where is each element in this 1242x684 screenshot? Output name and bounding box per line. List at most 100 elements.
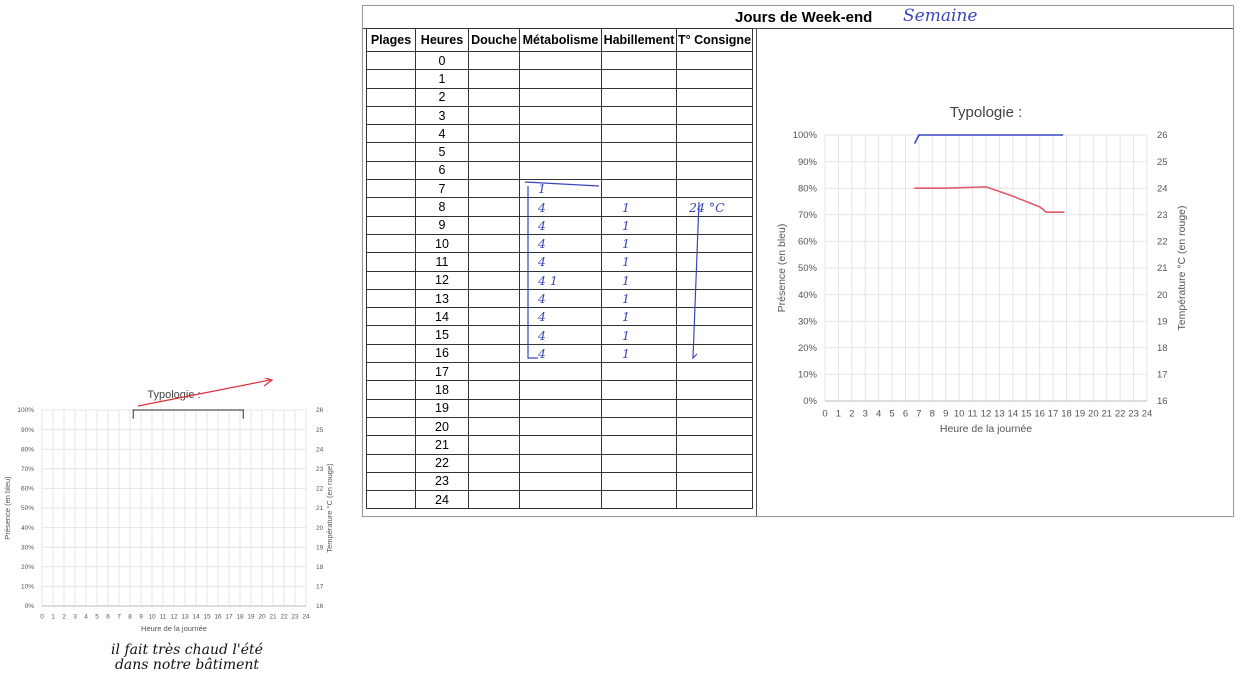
y2-tick-label: 22 [316,486,324,493]
series-point [1061,134,1064,136]
x-axis-title: Heure de la journée [141,624,207,633]
y2-tick-label: 21 [316,505,324,512]
y-tick-label: 10% [21,584,34,591]
table-row: 13 4 1 [366,288,753,309]
chart-title: Typologie : [950,104,1023,121]
typology-chart-main: Typologie :0 1 2 3 4 5 6 7 8 9 10 11 12 13 14 15 16 17 18 1… [763,91,1203,466]
table-row: 10 4 1 [366,233,753,254]
y2-tick-label: 20 [1157,290,1168,301]
cell-consigne: 24 °C [676,197,753,217]
x-tick-label: 11 [968,409,978,420]
cell-consigne [676,490,753,510]
y-axis-title: Présence (en bleu) [3,476,12,540]
x-tick-label: 2 [849,409,854,420]
y2-tick-label: 16 [316,603,324,610]
x-tick-label: 19 [247,614,255,621]
y2-tick-label: 17 [316,584,324,591]
typology-chart-left: Typologie :0 1 2 3 4 5 6 7 8 9 10 11 12 13 14 15 16 17 18 1… [0,376,342,645]
y-axis-title: Présence (en bleu) [776,224,788,313]
y2-tick-label: 16 [1157,396,1168,407]
x-tick-label: 3 [863,409,868,420]
table-row: 17 [366,362,753,382]
x-tick-label: 10 [954,409,965,420]
y2-tick-label: 23 [316,466,324,473]
x-tick-label: 22 [1115,409,1126,420]
y2-tick-label: 25 [316,427,324,434]
table-row: 16 4 1 [366,343,753,364]
table-row: 20 [366,416,753,437]
series-point [1012,195,1014,197]
col-header-consigne: T° Consigne [676,28,753,52]
y2-tick-label: 22 [1157,237,1168,248]
y-tick-label: 20% [21,564,34,571]
sheet-divider [756,28,757,516]
x-tick-label: 10 [148,614,156,621]
table-row: 6 [366,160,753,181]
chart-main-svg: Typologie :0 1 2 3 4 5 6 7 8 9 10 11 12 13 14 15 16 17 18 1… [776,104,1188,435]
x-tick-label: 6 [903,409,908,420]
y-tick-label: 0% [803,396,817,407]
y2-tick-label: 21 [1157,263,1168,274]
y-tick-label: 50% [21,505,34,512]
y2-axis-title: Température °C (en rouge) [1176,205,1188,330]
y-tick-label: 100% [793,130,818,141]
x-tick-label: 19 [1075,409,1086,420]
cell-heures: 19 [415,398,469,418]
y2-tick-label: 25 [1157,157,1168,168]
table-row: 14 4 1 [366,307,753,327]
annotation-arrow-icon [137,376,274,407]
caption-line-1: il fait très chaud l'été [111,642,263,658]
y-tick-label: 30% [21,544,34,551]
series-point [1038,206,1041,208]
series-point [1063,211,1065,213]
series-point [132,409,135,411]
table-row: 18 [366,380,753,400]
handwritten-stroke [692,201,700,360]
handwritten-brackets [524,181,700,360]
x-tick-label: 7 [117,614,121,621]
x-tick-label: 8 [128,614,132,621]
x-tick-label: 7 [916,409,921,420]
y2-tick-label: 24 [1157,183,1168,194]
y2-tick-label: 19 [316,544,324,551]
y2-tick-label: 19 [1157,316,1168,327]
x-tick-label: 11 [160,614,167,621]
series-point [944,187,947,189]
x-tick-label: 9 [943,409,948,420]
schedule-body: 0 1 2 3 4 5 6 7 1 8 4 1 24 °C 9 4 1 10 4 1 11 4 1 12 4 1 1 13 4 1 14… [366,50,753,510]
y-tick-label: 10% [798,370,818,381]
x-tick-label: 18 [1061,409,1072,420]
x-tick-label: 23 [291,614,299,621]
series-point [1045,211,1048,213]
table-header-row: Plages Heures Douche Métabolisme Habille… [366,28,753,52]
y-tick-label: 0% [25,603,35,610]
x-tick-label: 15 [203,614,211,621]
schedule-sheet: Jours de Week-end Semaine Plages Heures … [362,5,1234,517]
y-tick-label: 100% [17,407,34,414]
x-tick-label: 5 [889,409,894,420]
y-tick-label: 40% [21,525,34,532]
y-tick-label: 70% [798,210,818,221]
x-tick-label: 24 [1142,409,1153,420]
x-tick-label: 20 [1088,409,1099,420]
x-tick-label: 2 [62,614,66,621]
bottom-caption: il fait très chaud l'été dans notre bâti… [92,643,282,673]
y2-tick-label: 24 [316,446,324,453]
y2-axis-title: Température °C (en rouge) [325,463,334,553]
y-tick-label: 80% [798,183,818,194]
x-tick-label: 5 [95,614,99,621]
chart-title: Typologie : [147,389,200,401]
handwritten-title-note: Semaine [903,6,978,26]
x-tick-label: 14 [192,614,200,621]
cell-heures: 15 [415,325,469,345]
table-row: 24 [366,490,753,510]
y2-tick-label: 18 [316,564,324,571]
x-tick-label: 0 [822,409,827,420]
x-tick-label: 12 [170,614,178,621]
x-tick-label: 18 [236,614,244,621]
caption-line-2: dans notre bâtiment [114,657,260,673]
x-tick-label: 15 [1021,409,1032,420]
x-tick-label: 17 [1048,409,1059,420]
table-row: 23 [366,471,753,492]
x-tick-label: 24 [302,614,310,621]
